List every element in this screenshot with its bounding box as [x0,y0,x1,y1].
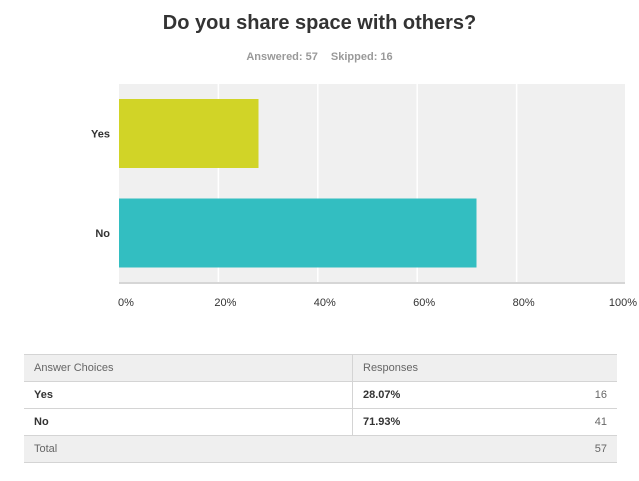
chart-title: Do you share space with others? [162,12,477,34]
answered-count: Answered: 57 [246,51,318,63]
x-tick-label: 80% [513,297,535,309]
x-tick-label: 20% [214,297,236,309]
row-percent: 71.93% [352,408,537,436]
y-category-label: No [95,228,110,240]
x-tick-label: 40% [314,297,336,309]
row-choice: Yes [24,381,353,409]
x-tick-label: 100% [609,297,637,309]
x-tick-label: 0% [118,297,134,309]
table-header: Answer Choices Responses [24,354,617,382]
total-count: 57 [537,435,617,463]
bar-chart: 0% 20% 40% 60% 80% 100% Yes No [91,84,637,309]
row-count: 16 [537,381,617,409]
x-tick-label: 60% [413,297,435,309]
header-answer-choices: Answer Choices [24,354,353,382]
bar-no [119,198,477,268]
y-category-label: Yes [91,129,110,141]
response-summary: Answered: 57 Skipped: 16 [0,51,639,63]
row-choice: No [24,408,353,436]
row-count: 41 [537,408,617,436]
skipped-count: Skipped: 16 [330,51,393,63]
results-table: Answer Choices Responses Yes 28.07% 16 N… [24,354,617,463]
table-total-row: Total 57 [24,435,617,463]
header-responses: Responses [352,354,537,382]
row-percent: 28.07% [352,381,537,409]
table-row: Yes 28.07% 16 [24,381,617,409]
total-label: Total [24,435,353,463]
bar-yes [119,99,259,168]
table-row: No 71.93% 41 [24,408,617,436]
